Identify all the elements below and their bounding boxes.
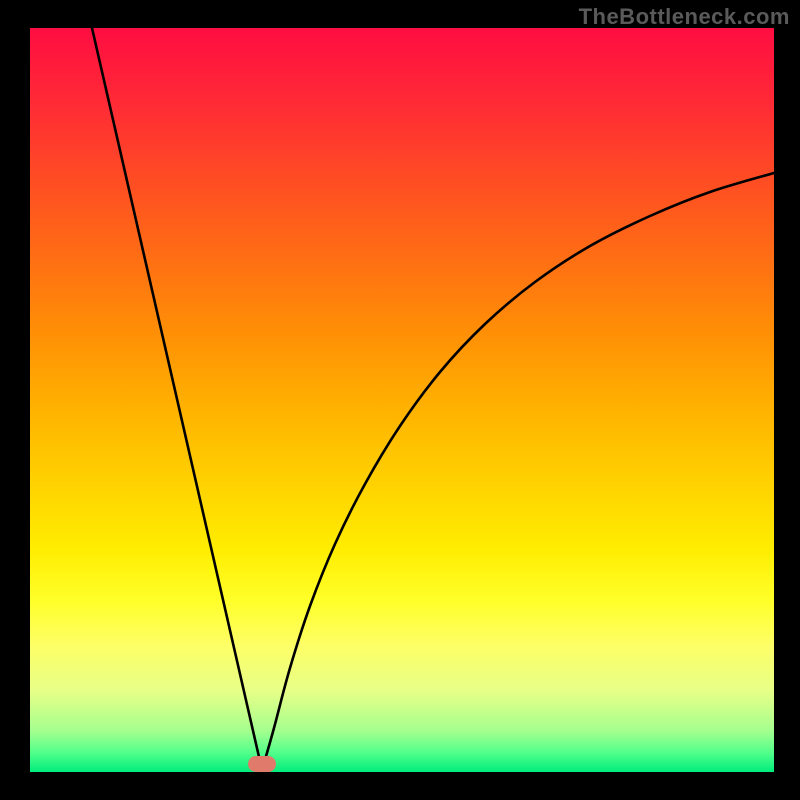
chart-container: TheBottleneck.com (0, 0, 800, 800)
vertex-marker (248, 756, 276, 772)
watermark-text: TheBottleneck.com (579, 4, 790, 30)
plot-area (30, 28, 774, 772)
v-curve-path (92, 28, 774, 770)
curve-svg (30, 28, 774, 772)
